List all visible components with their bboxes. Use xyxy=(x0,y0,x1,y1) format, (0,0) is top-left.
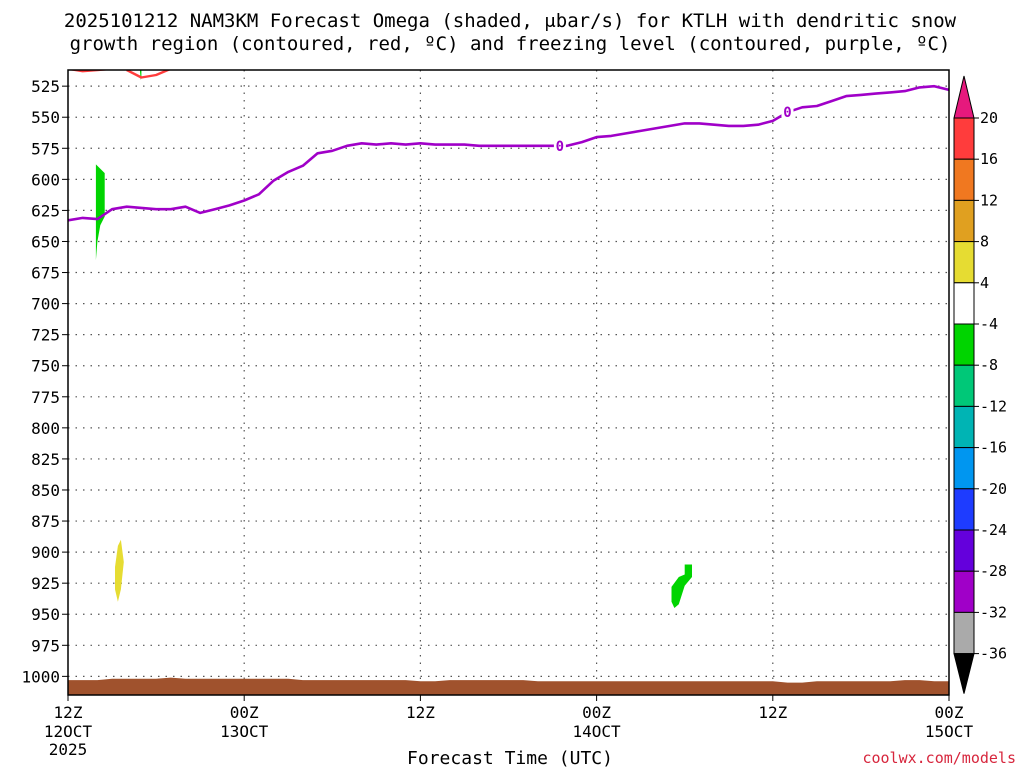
colorbar-label: -32 xyxy=(980,603,1007,621)
colorbar-segment-8 xyxy=(953,447,975,490)
y-tick-label: 725 xyxy=(31,326,60,345)
y-tick-label: 925 xyxy=(31,574,60,593)
y-tick-label: 525 xyxy=(31,77,60,96)
x-tick-label: 12Z xyxy=(406,703,435,722)
y-tick-label: 825 xyxy=(31,450,60,469)
x-axis-label: Forecast Time (UTC) xyxy=(407,748,613,768)
colorbar-segment-11 xyxy=(953,570,975,613)
colorbar-bottom-arrow xyxy=(953,653,975,694)
dgz-contour-layer xyxy=(68,70,172,79)
y-tick-label: 875 xyxy=(31,512,60,531)
colorbar-label: -20 xyxy=(980,480,1007,498)
y-tick-label: 950 xyxy=(31,605,60,624)
colorbar-segment-4 xyxy=(953,282,975,325)
plot-frame xyxy=(67,69,950,696)
freezing-level-label: 0 xyxy=(783,105,791,121)
terrain-layer xyxy=(68,677,949,695)
dgz-contour-segment-1 xyxy=(126,70,172,79)
x-tick-label: 12Z xyxy=(758,703,787,722)
y-tick-label: 850 xyxy=(31,481,60,500)
x-tick-label: 00Z xyxy=(935,703,964,722)
freezing-level-label: 0 xyxy=(556,139,564,155)
omega-region-0 xyxy=(95,164,105,261)
y-tick-label: 600 xyxy=(31,170,60,189)
chart-title-line-2: growth region (contoured, red, ºC) and f… xyxy=(70,33,951,55)
x-tick-year: 2025 xyxy=(49,740,88,759)
colorbar-top-arrow xyxy=(953,75,975,119)
x-tick-label: 00Z xyxy=(230,703,259,722)
omega-region-2 xyxy=(115,539,124,602)
y-tick-label: 550 xyxy=(31,108,60,127)
omega-region-3 xyxy=(671,564,692,608)
colorbar-segment-5 xyxy=(953,323,975,366)
y-tick-label: 750 xyxy=(31,357,60,376)
y-tick-label: 975 xyxy=(31,636,60,655)
x-tick-date: 15OCT xyxy=(925,722,974,741)
x-tick-date: 12OCT xyxy=(44,722,93,741)
freezing-level-label-bg xyxy=(781,104,794,121)
freezing-level-label-bg xyxy=(553,137,566,154)
colorbar-label: 20 xyxy=(980,109,998,127)
colorbar-segment-1 xyxy=(953,158,975,201)
x-tick-date: 14OCT xyxy=(573,722,622,741)
x-tick-label: 12Z xyxy=(54,703,83,722)
colorbar-label: -16 xyxy=(980,439,1007,457)
omega-shading-layer xyxy=(95,70,692,608)
colorbar-label: -28 xyxy=(980,562,1007,580)
colorbar-segment-10 xyxy=(953,529,975,572)
grid-lines xyxy=(68,70,949,695)
freezing-level-layer: 00 xyxy=(68,84,949,222)
colorbar: 20 16 12 8 4 -4 -8 -12 -16 -20 -24 -28 -32 -36 xyxy=(953,75,1007,694)
colorbar-segment-12 xyxy=(953,611,975,655)
colorbar-segment-7 xyxy=(953,405,975,449)
colorbar-segment-9 xyxy=(953,488,975,531)
colorbar-label: -36 xyxy=(980,645,1007,663)
colorbar-segment-6 xyxy=(953,364,975,407)
y-tick-label: 625 xyxy=(31,201,60,220)
colorbar-segment-0 xyxy=(953,117,975,160)
y-tick-label: 675 xyxy=(31,264,60,283)
colorbar-label: -24 xyxy=(980,521,1007,539)
y-tick-label: 775 xyxy=(31,388,60,407)
colorbar-label: 16 xyxy=(980,150,998,168)
chart-title-line-1: 2025101212 NAM3KM Forecast Omega (shaded… xyxy=(64,10,957,32)
y-tick-label: 1000 xyxy=(21,667,60,686)
colorbar-label: -12 xyxy=(980,397,1007,415)
x-tick-date: 13OCT xyxy=(220,722,269,741)
y-tick-label: 900 xyxy=(31,543,60,562)
colorbar-label: 12 xyxy=(980,191,998,209)
credit-text: coolwx.com/models xyxy=(862,749,1016,767)
x-tick-label: 00Z xyxy=(582,703,611,722)
y-tick-label: 700 xyxy=(31,295,60,314)
y-tick-label: 800 xyxy=(31,419,60,438)
y-axis: 525 550 575 600 625 650 675 700 725 750 775 800 825 8… xyxy=(21,77,68,686)
terrain-fill xyxy=(68,677,949,695)
colorbar-label: -8 xyxy=(980,356,998,374)
freezing-level-line xyxy=(68,84,949,222)
colorbar-label: 4 xyxy=(980,274,989,292)
colorbar-segment-2 xyxy=(953,199,975,243)
colorbar-segment-3 xyxy=(953,241,975,284)
y-tick-label: 650 xyxy=(31,232,60,251)
y-tick-label: 575 xyxy=(31,139,60,158)
colorbar-label: -4 xyxy=(980,315,998,333)
colorbar-label: 8 xyxy=(980,233,989,251)
